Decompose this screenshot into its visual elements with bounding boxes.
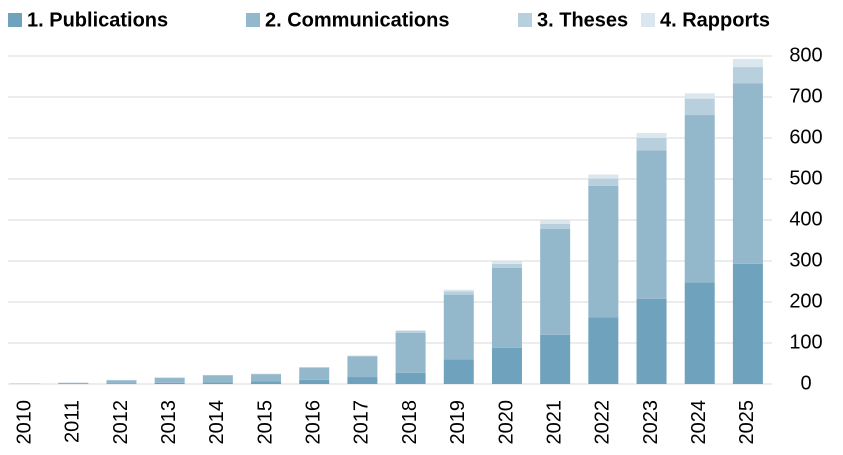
bar-segment: [202, 382, 233, 384]
y-tick-label: 300: [789, 249, 822, 271]
x-tick-label: 2014: [206, 400, 228, 445]
bar-segment: [491, 263, 522, 268]
legend: 1. Publications 2. Communications 3. These…: [8, 9, 770, 31]
x-tick-label: 2025: [736, 400, 758, 445]
legend-swatch: [8, 13, 22, 27]
bar-segment: [395, 330, 426, 333]
x-tick-label: 2013: [158, 400, 180, 445]
bar-segment: [684, 115, 715, 283]
x-tick-label: 2021: [543, 400, 565, 445]
bar-segment: [58, 382, 89, 384]
bar-segment: [347, 356, 378, 378]
bar-segment: [443, 289, 474, 292]
bar-segment: [299, 367, 330, 380]
bar-segment: [540, 334, 571, 384]
bar-segment: [636, 298, 667, 384]
bar-segment: [684, 282, 715, 384]
bar-segment: [202, 375, 233, 383]
bar-segment: [106, 383, 137, 384]
legend-label: 1. Publications: [27, 9, 168, 31]
bar-segment: [395, 332, 426, 373]
x-tick-label: 2024: [688, 400, 710, 445]
bar-segment: [154, 382, 185, 384]
bar-segment: [443, 291, 474, 295]
legend-label: 2. Communications: [265, 9, 449, 31]
bar-segment: [443, 294, 474, 360]
y-tick-label: 700: [789, 85, 822, 107]
bar-segment: [251, 381, 282, 384]
bar-segment: [732, 67, 763, 84]
bar-segment: [251, 374, 282, 382]
bar-segment: [588, 185, 619, 318]
x-tick-label: 2015: [254, 400, 276, 445]
x-tick-label: 2016: [303, 400, 325, 445]
bar-segment: [491, 347, 522, 384]
x-tick-label: 2012: [110, 400, 132, 445]
bar-segment: [540, 223, 571, 230]
y-tick-label: 200: [789, 290, 822, 312]
y-tick-label: 100: [789, 331, 822, 353]
y-tick-label: 500: [789, 167, 822, 189]
bar-segment: [106, 380, 137, 384]
x-tick-label: 2022: [592, 400, 614, 445]
bar-segment: [588, 174, 619, 179]
bar-segment: [395, 372, 426, 384]
x-tick-label: 2023: [640, 400, 662, 445]
bar-segment: [491, 267, 522, 348]
x-tick-label: 2020: [495, 400, 517, 445]
y-tick-label: 600: [789, 126, 822, 148]
bar-segment: [684, 93, 715, 99]
x-tick-label: 2017: [351, 400, 373, 445]
bar-segment: [154, 377, 185, 383]
bar-segment: [347, 355, 378, 357]
legend-swatch: [246, 13, 260, 27]
bar-segment: [636, 138, 667, 151]
bar-segment: [299, 379, 330, 384]
bar-segment: [636, 133, 667, 138]
legend-label: 4. Rapports: [660, 9, 770, 31]
bar-segment: [684, 98, 715, 116]
bar-segment: [491, 261, 522, 264]
bar-segment: [732, 58, 763, 68]
bar-segment: [588, 317, 619, 384]
y-tick-label: 0: [800, 372, 811, 394]
x-tick-label: 2011: [62, 400, 84, 443]
bar-segment: [443, 359, 474, 384]
x-tick-label: 2019: [447, 400, 469, 445]
bar-segment: [347, 377, 378, 384]
legend-swatch: [641, 13, 655, 27]
y-tick-label: 400: [789, 208, 822, 230]
legend-swatch: [518, 13, 532, 27]
legend-label: 3. Theses: [537, 9, 628, 31]
bar-segment: [732, 83, 763, 264]
y-tick-label: 800: [789, 44, 822, 66]
x-tick-label: 2010: [13, 400, 35, 445]
bar-segment: [636, 150, 667, 299]
bar-segment: [540, 220, 571, 224]
bar-segment: [732, 263, 763, 384]
bar-segment: [588, 178, 619, 186]
bar-segment: [540, 229, 571, 335]
x-tick-label: 2018: [399, 400, 421, 445]
